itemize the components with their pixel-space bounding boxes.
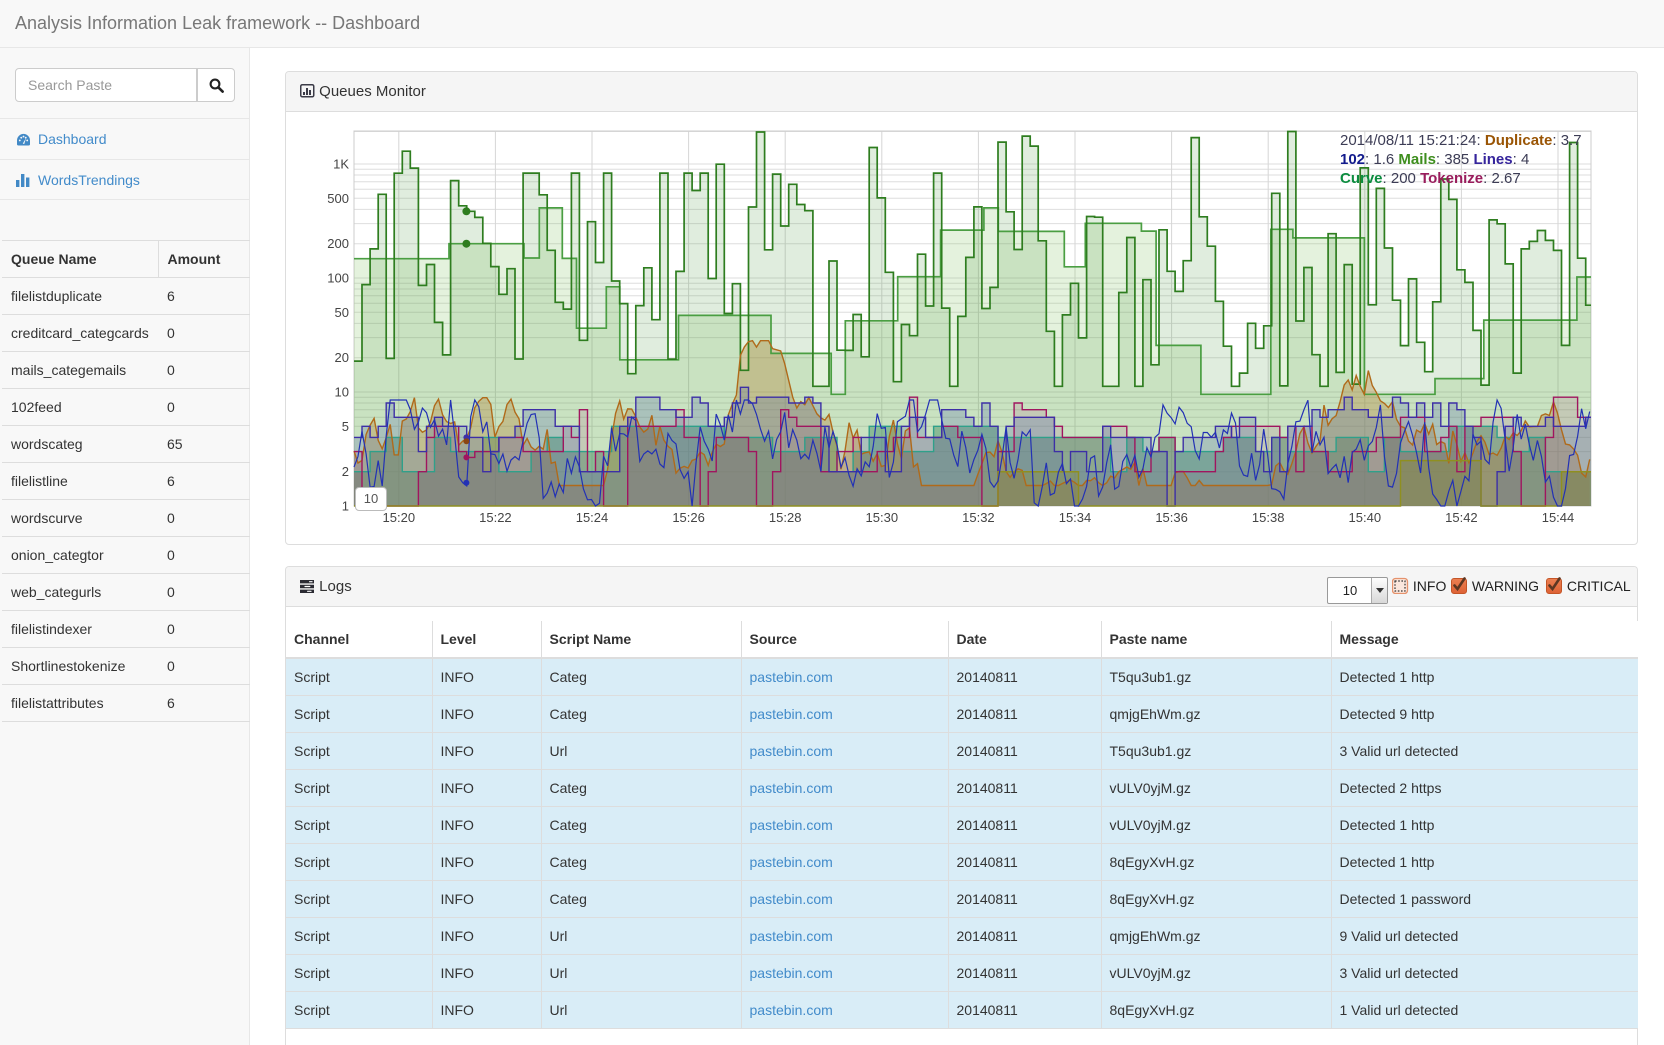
svg-text:15:22: 15:22 (479, 510, 512, 525)
svg-text:500: 500 (327, 191, 349, 206)
svg-text:15:32: 15:32 (962, 510, 995, 525)
svg-text:10: 10 (335, 385, 349, 400)
svg-text:15:44: 15:44 (1542, 510, 1575, 525)
svg-text:15:34: 15:34 (1059, 510, 1092, 525)
svg-text:15:24: 15:24 (576, 510, 609, 525)
svg-text:1: 1 (342, 499, 349, 514)
svg-text:15:40: 15:40 (1349, 510, 1382, 525)
svg-text:5: 5 (342, 419, 349, 434)
svg-text:15:38: 15:38 (1252, 510, 1285, 525)
svg-text:2: 2 (342, 464, 349, 479)
svg-text:15:36: 15:36 (1155, 510, 1188, 525)
svg-text:50: 50 (335, 305, 349, 320)
svg-text:1K: 1K (333, 157, 349, 172)
svg-text:200: 200 (327, 236, 349, 251)
svg-text:20: 20 (335, 350, 349, 365)
svg-text:15:28: 15:28 (769, 510, 802, 525)
svg-text:15:20: 15:20 (383, 510, 416, 525)
svg-text:15:26: 15:26 (672, 510, 705, 525)
svg-text:15:30: 15:30 (866, 510, 899, 525)
svg-text:15:42: 15:42 (1445, 510, 1478, 525)
svg-text:100: 100 (327, 271, 349, 286)
